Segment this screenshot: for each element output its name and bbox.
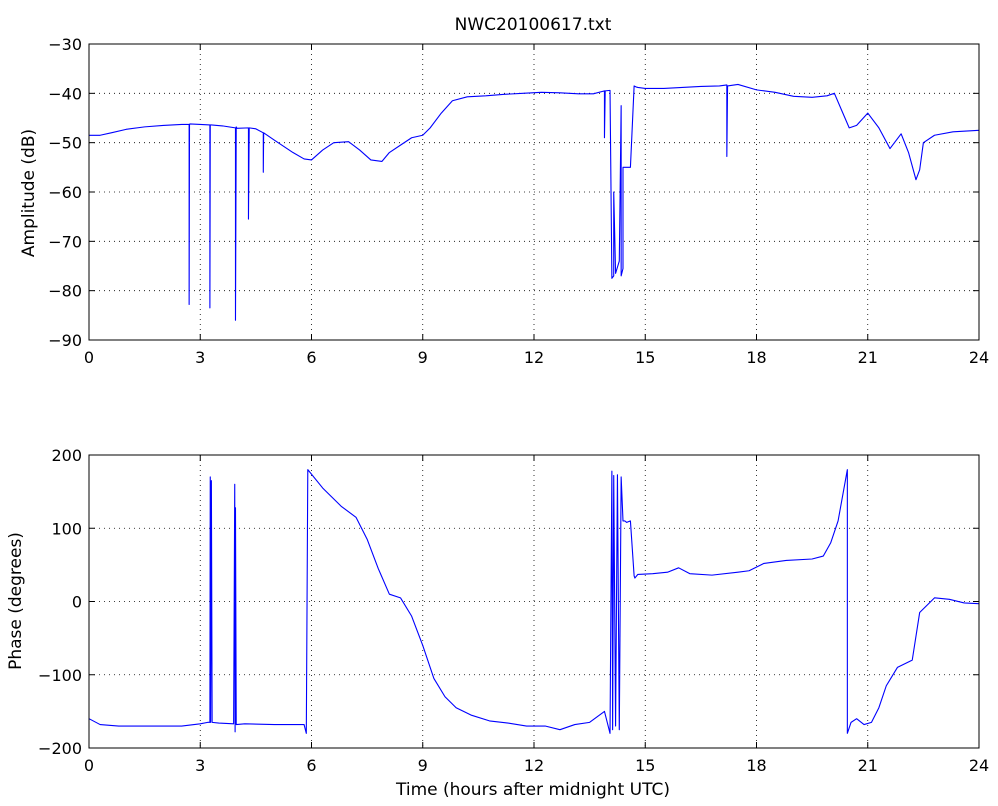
amplitude-x-tick-label: 21	[858, 348, 878, 367]
amplitude-x-tick-label: 18	[746, 348, 766, 367]
amplitude-series-line	[89, 83, 980, 321]
chart-title: NWC20100617.txt	[455, 15, 612, 35]
phase-axes: 0 3 6 9 12 15 18 21 24 200 100 0 −100 −200	[38, 446, 989, 775]
amplitude-y-tick-label: −30	[48, 35, 82, 54]
amplitude-x-tick-label: 0	[84, 348, 94, 367]
phase-plot-frame	[88, 454, 980, 749]
amplitude-y-axis-label: Amplitude (dB)	[19, 129, 39, 257]
phase-x-tick-label: 12	[524, 756, 544, 775]
phase-x-tick-label: 18	[746, 756, 766, 775]
amplitude-x-tick-label: 24	[969, 348, 989, 367]
phase-y-tick-label: −100	[38, 666, 82, 685]
phase-y-axis-label: Phase (degrees)	[6, 532, 26, 670]
amplitude-y-tick-label: −40	[48, 84, 82, 103]
amplitude-y-tick-label: −80	[48, 282, 82, 301]
amplitude-axes: 0 3 6 9 12 15 18 21 24 −30 −40 −50 −60 −70 −80 −90	[48, 35, 989, 367]
phase-x-tick-label: 24	[969, 756, 989, 775]
phase-x-tick-label: 15	[635, 756, 655, 775]
phase-x-tick-label: 6	[306, 756, 316, 775]
phase-x-tick-label: 21	[858, 756, 878, 775]
time-x-axis-label: Time (hours after midnight UTC)	[395, 780, 670, 800]
phase-x-tick-label: 0	[84, 756, 94, 775]
phase-x-tick-label: 9	[418, 756, 428, 775]
amplitude-x-tick-label: 12	[524, 348, 544, 367]
amplitude-y-tick-label: −50	[48, 134, 82, 153]
amplitude-y-tick-label: −70	[48, 232, 82, 251]
phase-y-tick-label: 200	[51, 446, 82, 465]
phase-x-tick-label: 3	[195, 756, 205, 775]
phase-y-tick-label: 0	[72, 593, 82, 612]
phase-y-tick-label: 100	[51, 519, 82, 538]
amplitude-x-tick-label: 6	[306, 348, 316, 367]
phase-series-line	[88, 469, 980, 734]
amplitude-x-tick-label: 15	[635, 348, 655, 367]
phase-y-tick-label: −200	[38, 739, 82, 758]
amplitude-plot-frame	[88, 43, 980, 341]
amplitude-x-tick-label: 3	[195, 348, 205, 367]
amplitude-y-tick-label: −60	[48, 183, 82, 202]
amplitude-y-tick-label: −90	[48, 331, 82, 350]
amplitude-x-tick-label: 9	[418, 348, 428, 367]
